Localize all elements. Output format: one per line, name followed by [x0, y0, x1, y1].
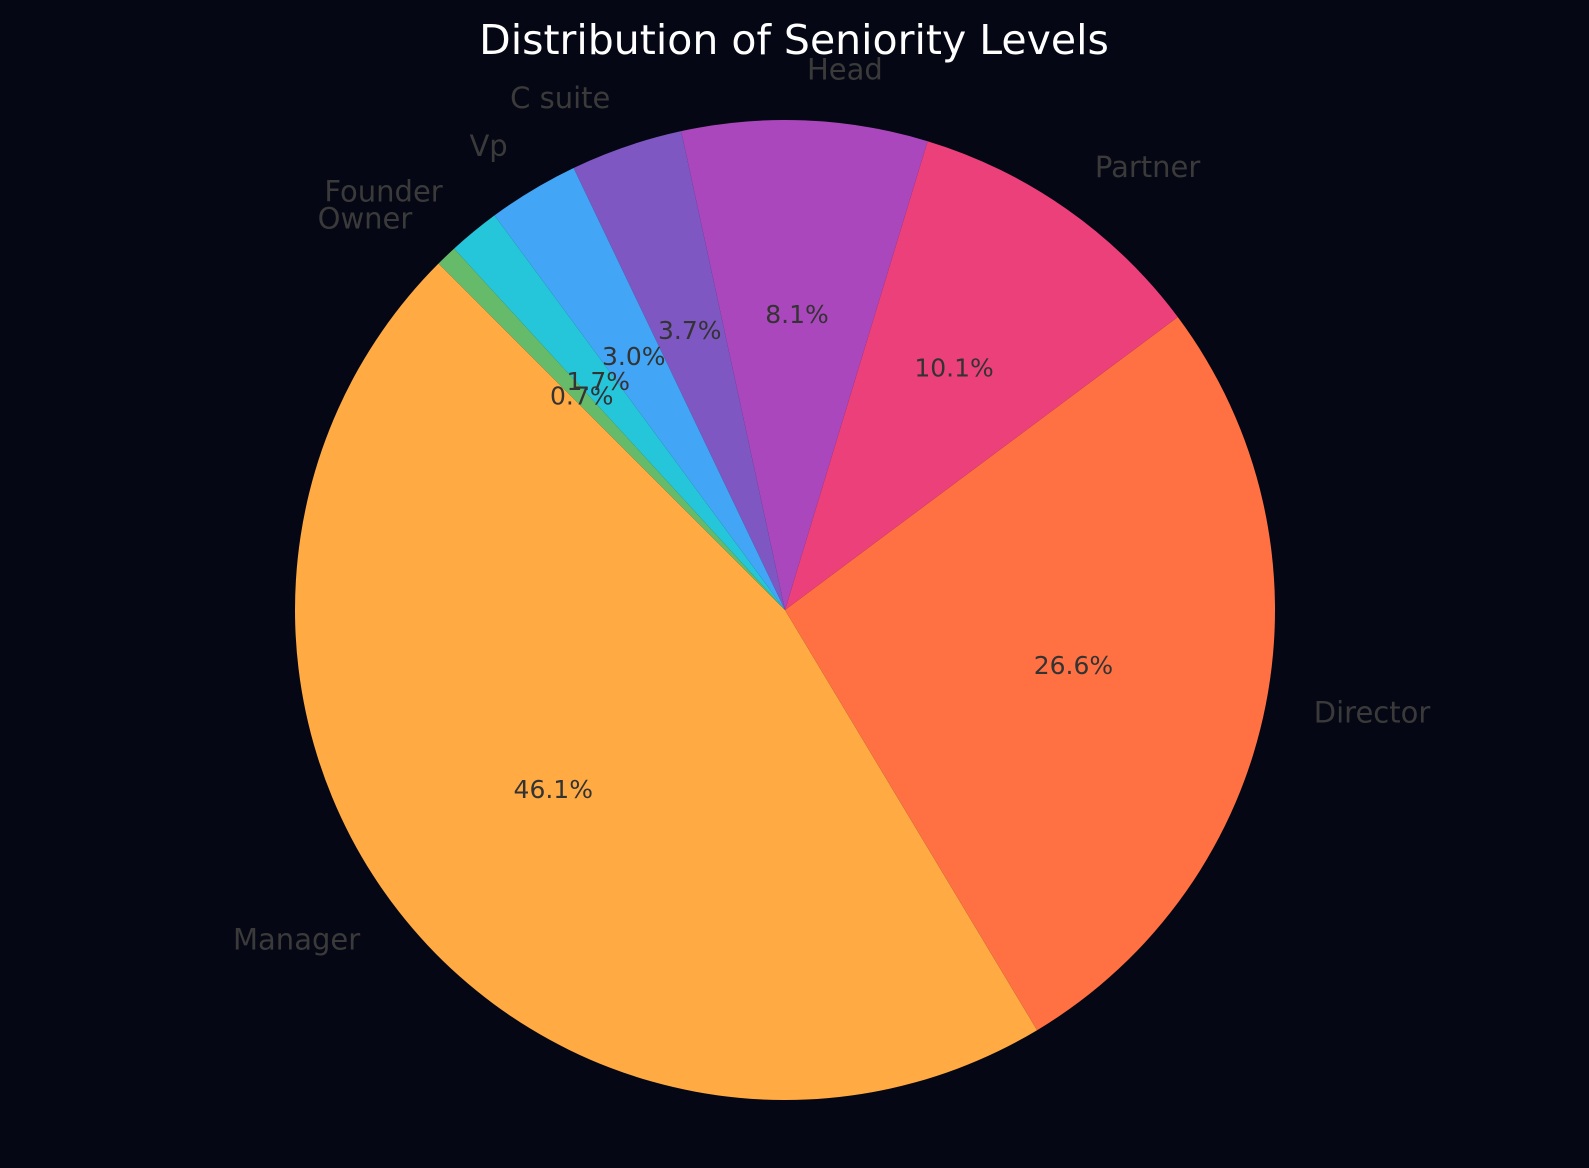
pie-slice-owner [438, 248, 785, 610]
slice-label-head: Head [807, 52, 883, 86]
slice-percent-owner: 0.7% [550, 382, 614, 411]
pie-slice-manager [294, 263, 1038, 1101]
pie-slice-director [785, 317, 1275, 1031]
pie-labels: Manager 46.1% Director 26.6% Partner 10.1% Hea… [233, 52, 1430, 956]
slice-label-partner: Partner [1095, 150, 1200, 184]
slice-label-owner: Owner [318, 202, 413, 236]
slice-percent-c-suite: 3.7% [658, 316, 722, 345]
slice-label-director: Director [1314, 695, 1431, 729]
slice-label-vp: Vp [469, 129, 507, 163]
pie-slice-c-suite [573, 131, 785, 611]
slice-percent-director: 26.6% [1034, 651, 1113, 680]
slice-label-c-suite: C suite [510, 81, 610, 115]
pie-slice-vp [494, 167, 785, 611]
slice-label-manager: Manager [233, 923, 360, 957]
slice-percent-partner: 10.1% [914, 353, 993, 382]
slice-percent-manager: 46.1% [514, 775, 593, 804]
chart-title: Distribution of Seniority Levels [479, 16, 1109, 64]
pie-slice-partner [785, 141, 1178, 610]
slice-label-founder: Founder [324, 175, 442, 209]
pie-slice-head [681, 120, 928, 611]
slice-percent-vp: 3.0% [602, 342, 666, 371]
pie-slices [294, 120, 1275, 1101]
slice-percent-head: 8.1% [765, 300, 829, 329]
pie-slice-founder [454, 215, 785, 610]
slice-percent-founder: 1.7% [567, 367, 631, 396]
